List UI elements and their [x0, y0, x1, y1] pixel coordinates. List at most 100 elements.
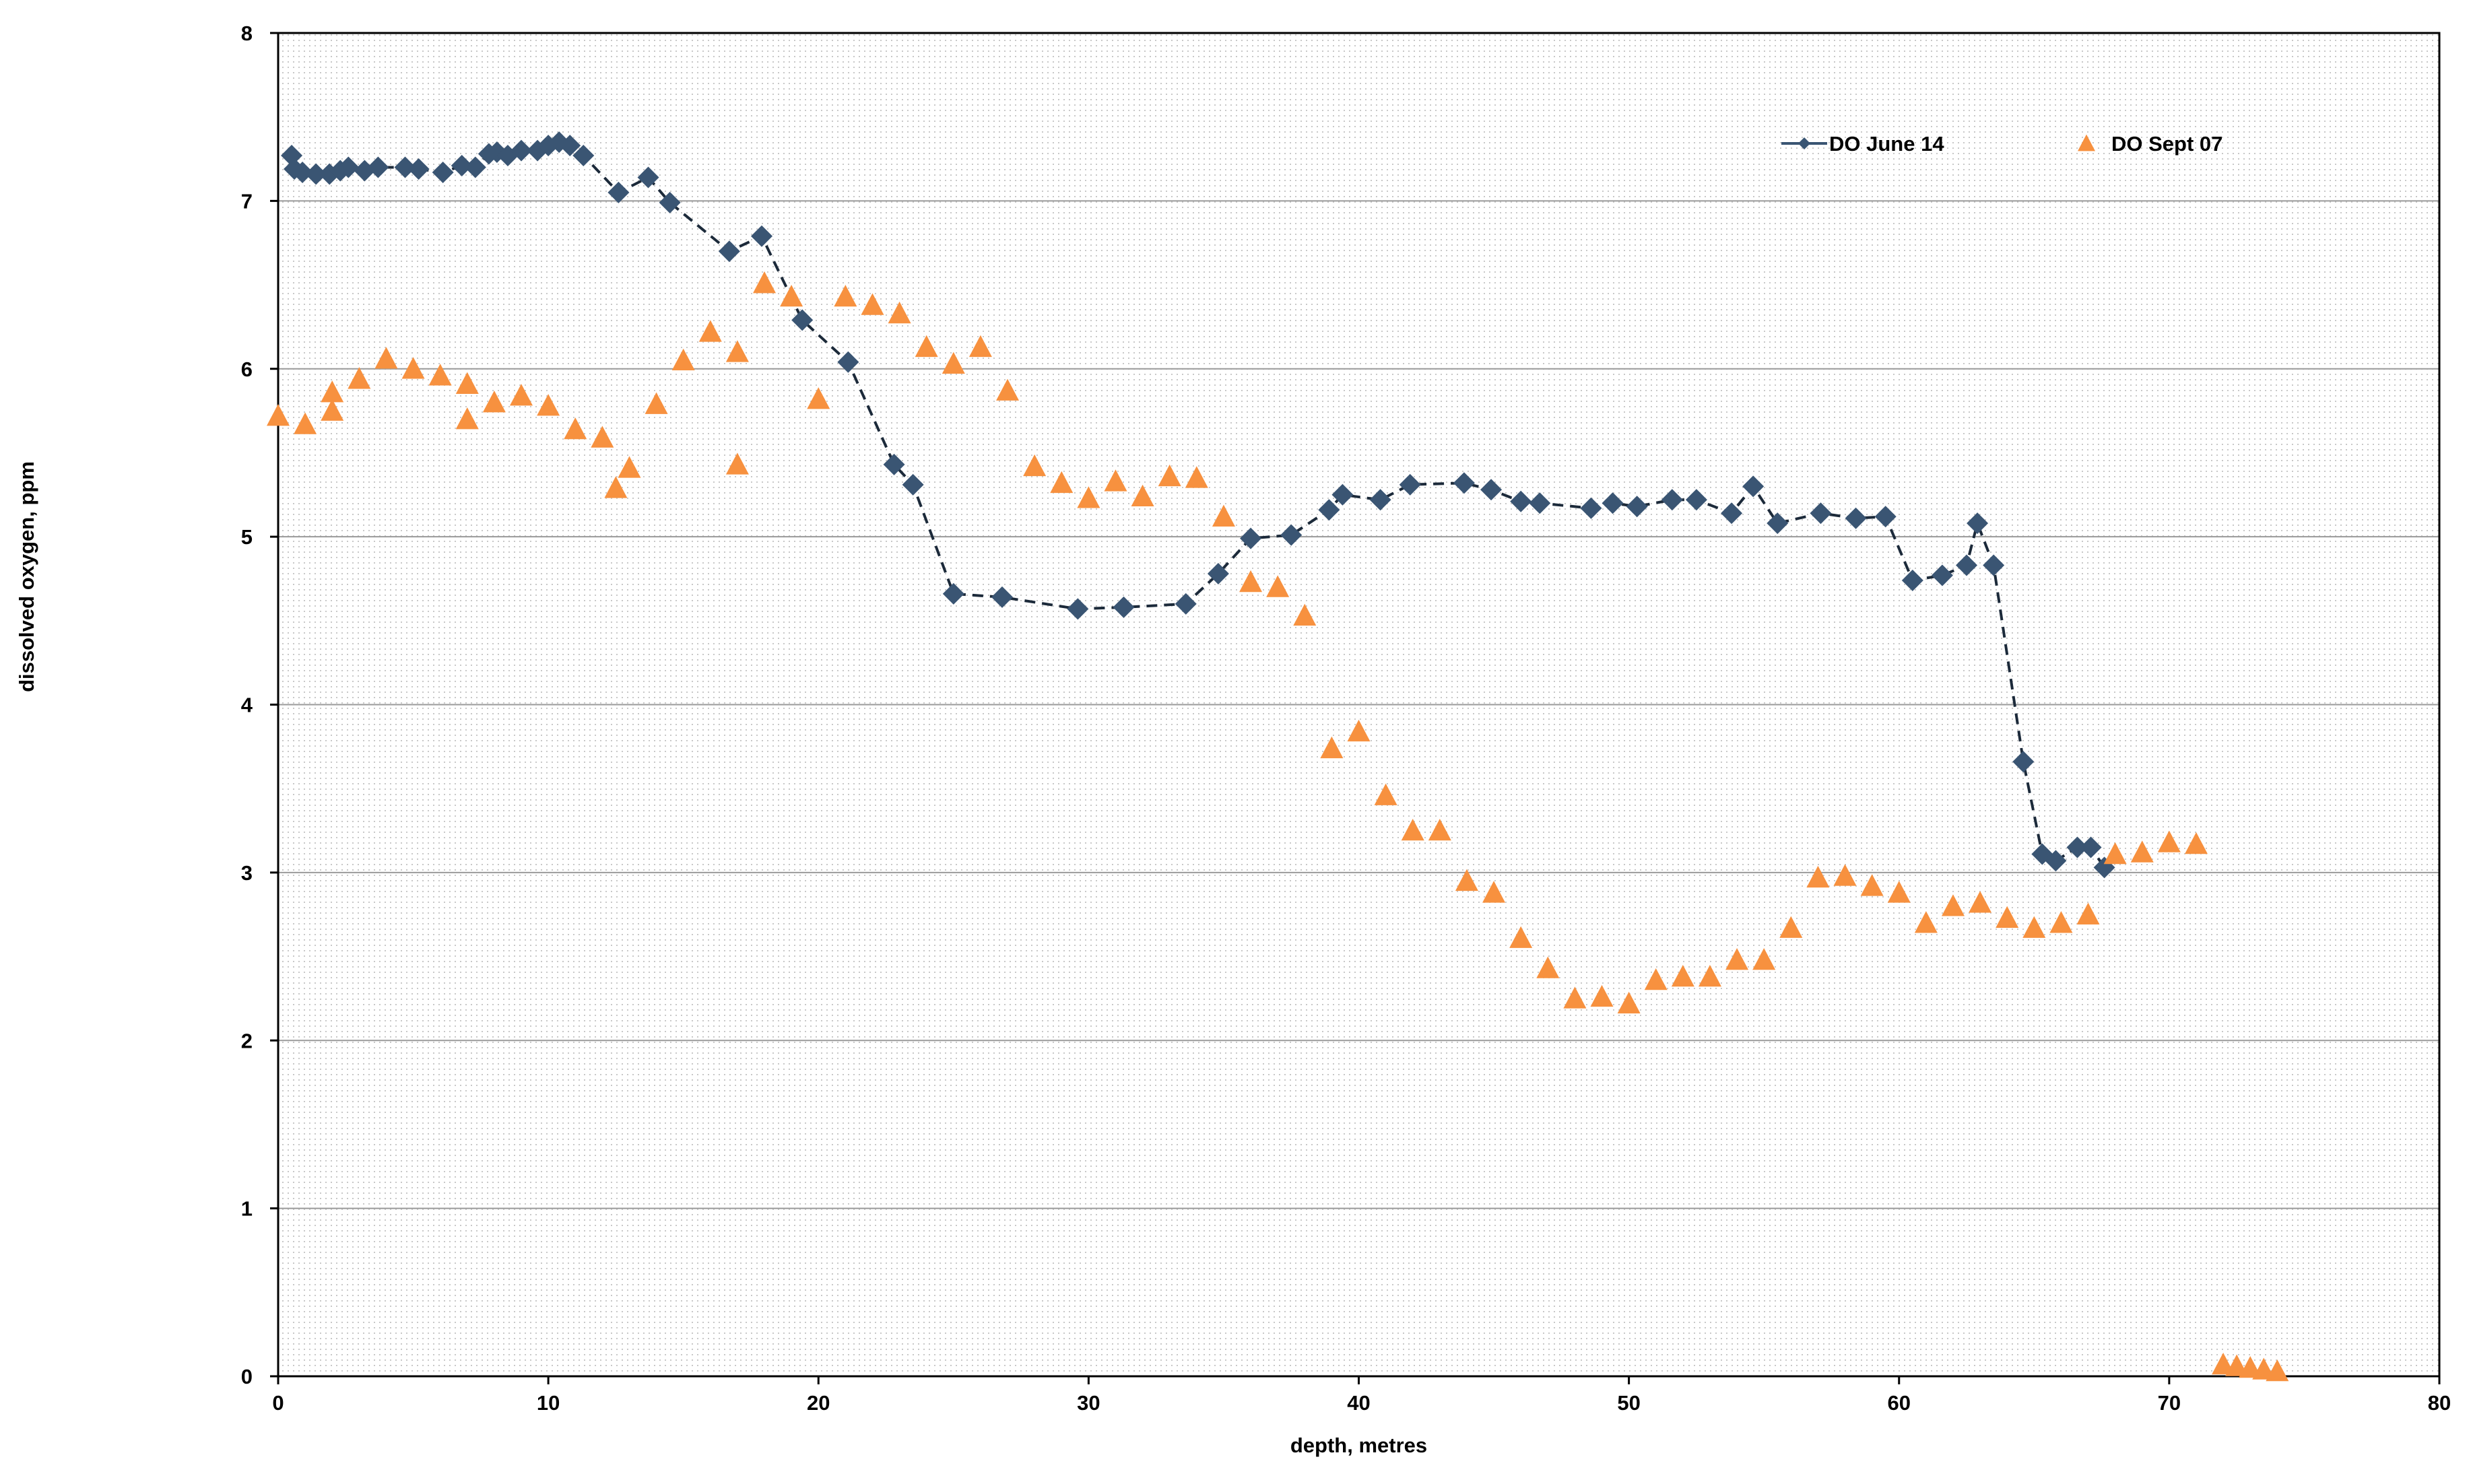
legend-sept-label: DO Sept 07 [2111, 132, 2222, 156]
sept-point-30 [968, 335, 992, 358]
x-tick-label-0: 0 [272, 1391, 284, 1415]
y-tick-label-7: 7 [241, 189, 253, 213]
june-point-54 [1742, 475, 1765, 498]
y-tick-label-1: 1 [241, 1197, 253, 1221]
sept-point-20 [725, 340, 749, 362]
x-tick-label-70: 70 [2158, 1391, 2181, 1415]
june-point-48 [1580, 497, 1602, 519]
legend-june-diamond-marker [1798, 137, 1810, 149]
sept-point-13 [564, 417, 587, 440]
x-axis-title: depth, metres [1290, 1434, 1427, 1457]
sept-point-48 [1455, 869, 1478, 891]
sept-point-79 [2252, 1357, 2276, 1380]
sept-point-15 [604, 476, 628, 498]
sept-point-76 [2212, 1353, 2235, 1375]
legend-sept-triangle-marker [2078, 134, 2095, 151]
june-point-41 [1331, 483, 1354, 506]
june-point-60 [1931, 564, 1953, 586]
sept-point-9 [455, 407, 479, 430]
y-tick-label-3: 3 [241, 861, 253, 885]
sept-point-72 [2103, 842, 2127, 865]
sept-point-18 [671, 348, 695, 371]
june-point-51 [1661, 489, 1683, 511]
june-point-64 [2012, 751, 2035, 773]
june-point-33 [991, 586, 1014, 608]
sept-point-11 [510, 384, 533, 406]
sept-point-40 [1239, 570, 1263, 593]
june-point-3 [305, 163, 327, 185]
june-point-12 [451, 155, 473, 177]
sept-point-63 [1860, 874, 1884, 896]
sept-point-65 [1914, 911, 1938, 933]
sept-point-42 [1293, 603, 1317, 626]
sept-point-69 [2022, 916, 2046, 938]
june-point-13 [464, 156, 486, 178]
june-point-38 [1240, 527, 1262, 549]
y-tick-label-2: 2 [241, 1029, 253, 1052]
sept-point-59 [1752, 948, 1776, 970]
sept-point-80 [2266, 1359, 2289, 1382]
june-point-42 [1369, 489, 1391, 511]
june-point-37 [1207, 562, 1229, 584]
sept-point-21 [725, 452, 749, 475]
sept-point-8 [455, 372, 479, 394]
june-point-22 [572, 145, 595, 167]
sept-point-46 [1401, 818, 1424, 841]
sept-point-45 [1374, 783, 1397, 805]
legend-item-sept: DO Sept 07 [2078, 132, 2222, 156]
sept-point-32 [1023, 454, 1047, 477]
sept-point-67 [1969, 891, 1992, 913]
june-point-63 [1983, 554, 2005, 576]
june-point-52 [1685, 489, 1707, 511]
sept-point-38 [1185, 466, 1208, 488]
y-tick-label-5: 5 [241, 525, 253, 549]
june-point-47 [1529, 492, 1551, 514]
june-point-36 [1175, 593, 1197, 615]
june-point-56 [1810, 502, 1832, 525]
sept-point-36 [1131, 484, 1154, 507]
y-tick-label-4: 4 [241, 694, 253, 717]
june-point-29 [837, 351, 859, 373]
sept-point-5 [374, 347, 398, 369]
legend: DO June 14 DO Sept 07 [1781, 132, 2222, 156]
sept-point-78 [2239, 1355, 2262, 1378]
sept-point-26 [861, 293, 884, 315]
y-tick-label-0: 0 [241, 1365, 253, 1388]
sept-point-52 [1563, 986, 1587, 1009]
june-point-17 [510, 139, 533, 162]
june-point-2 [292, 161, 314, 183]
sept-point-1 [294, 412, 317, 434]
x-tick-label-40: 40 [1347, 1391, 1370, 1415]
sept-point-50 [1509, 926, 1533, 948]
sept-point-54 [1617, 991, 1641, 1014]
sept-point-39 [1212, 504, 1235, 527]
sept-point-37 [1158, 464, 1181, 487]
sept-point-64 [1887, 881, 1911, 903]
sept-point-31 [996, 378, 1020, 401]
sept-point-74 [2157, 830, 2181, 852]
x-tick-label-50: 50 [1617, 1391, 1640, 1415]
sept-point-41 [1266, 575, 1290, 597]
sept-point-25 [834, 284, 857, 307]
sept-point-4 [348, 367, 371, 389]
x-tick-label-10: 10 [537, 1391, 560, 1415]
sept-point-57 [1698, 964, 1721, 987]
sept-point-14 [591, 426, 614, 448]
sept-point-16 [618, 456, 641, 478]
june-point-66 [2045, 850, 2067, 872]
sept-point-19 [698, 320, 722, 342]
june-point-27 [751, 225, 773, 247]
sept-point-3 [321, 399, 344, 421]
sept-point-33 [1050, 471, 1074, 494]
sept-point-53 [1590, 984, 1614, 1007]
sept-point-35 [1104, 469, 1127, 492]
sept-point-68 [1996, 906, 2019, 928]
sept-point-2 [321, 380, 344, 403]
sept-point-77 [2225, 1354, 2249, 1376]
june-point-26 [718, 240, 740, 263]
june-point-61 [1956, 554, 1978, 576]
data-series [267, 131, 2289, 1382]
legend-item-june: DO June 14 [1781, 132, 1944, 156]
